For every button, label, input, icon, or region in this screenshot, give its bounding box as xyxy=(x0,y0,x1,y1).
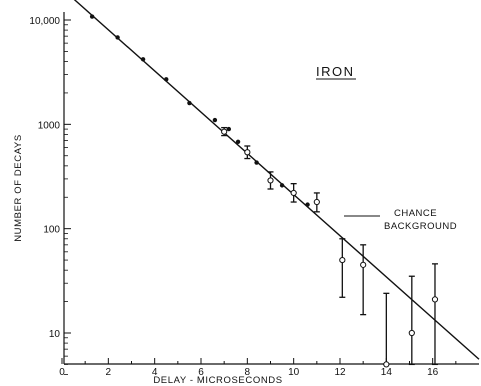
x-axis-title: DELAY - MICROSECONDS xyxy=(153,375,282,386)
data-point-filled xyxy=(140,57,146,62)
data-point-open xyxy=(383,361,390,368)
chart-title: IRON xyxy=(316,64,355,79)
y-tick-label: 10,000 xyxy=(29,16,60,27)
x-tick-label: 14 xyxy=(381,367,393,378)
y-axis-title: NUMBER OF DECAYS xyxy=(13,134,24,242)
data-point-open xyxy=(290,189,297,197)
data-point-filled xyxy=(187,100,192,106)
labels-group: IRON CHANCE BACKGROUND DELAY - MICROSECO… xyxy=(13,64,457,386)
data-point-open xyxy=(267,177,274,184)
data-point-open xyxy=(431,296,439,303)
x-tick-label: 4 xyxy=(152,367,158,378)
data-point-filled xyxy=(279,183,285,188)
x-tick-label: 8 xyxy=(245,367,251,378)
data-point-open xyxy=(244,149,251,156)
axes: 0 2 4 6 8 10 12 14 16 10 100 1000 10,000 xyxy=(29,12,479,378)
data-point-filled xyxy=(164,77,169,82)
y-tick-label: 1000 xyxy=(38,120,61,131)
chance-label-1: CHANCE xyxy=(394,208,437,219)
chance-label-2: BACKGROUND xyxy=(384,221,457,232)
data-point-open xyxy=(408,329,415,337)
data-point-open xyxy=(360,261,367,268)
x-tick-label: 12 xyxy=(334,367,346,378)
data-point-filled xyxy=(115,35,120,40)
x-tick-label: 6 xyxy=(198,367,204,378)
y-tick-label: 10 xyxy=(49,329,61,340)
data-point-filled xyxy=(254,160,259,165)
x-tick-label: 2 xyxy=(106,367,112,378)
x-tick-label: 16 xyxy=(427,367,439,378)
data-point-filled xyxy=(212,117,218,123)
y-tick-label: 100 xyxy=(43,225,60,236)
data-point-open xyxy=(313,198,320,206)
data-point-filled xyxy=(305,202,310,207)
data-point-open xyxy=(221,128,228,135)
x-tick-label: 0 xyxy=(59,367,65,378)
data-point-filled xyxy=(226,126,231,132)
data-points-group xyxy=(89,14,439,368)
x-tick-label: 10 xyxy=(288,367,300,378)
data-point-open xyxy=(339,256,346,264)
data-point-filled xyxy=(235,139,241,145)
data-point-filled xyxy=(89,14,95,19)
